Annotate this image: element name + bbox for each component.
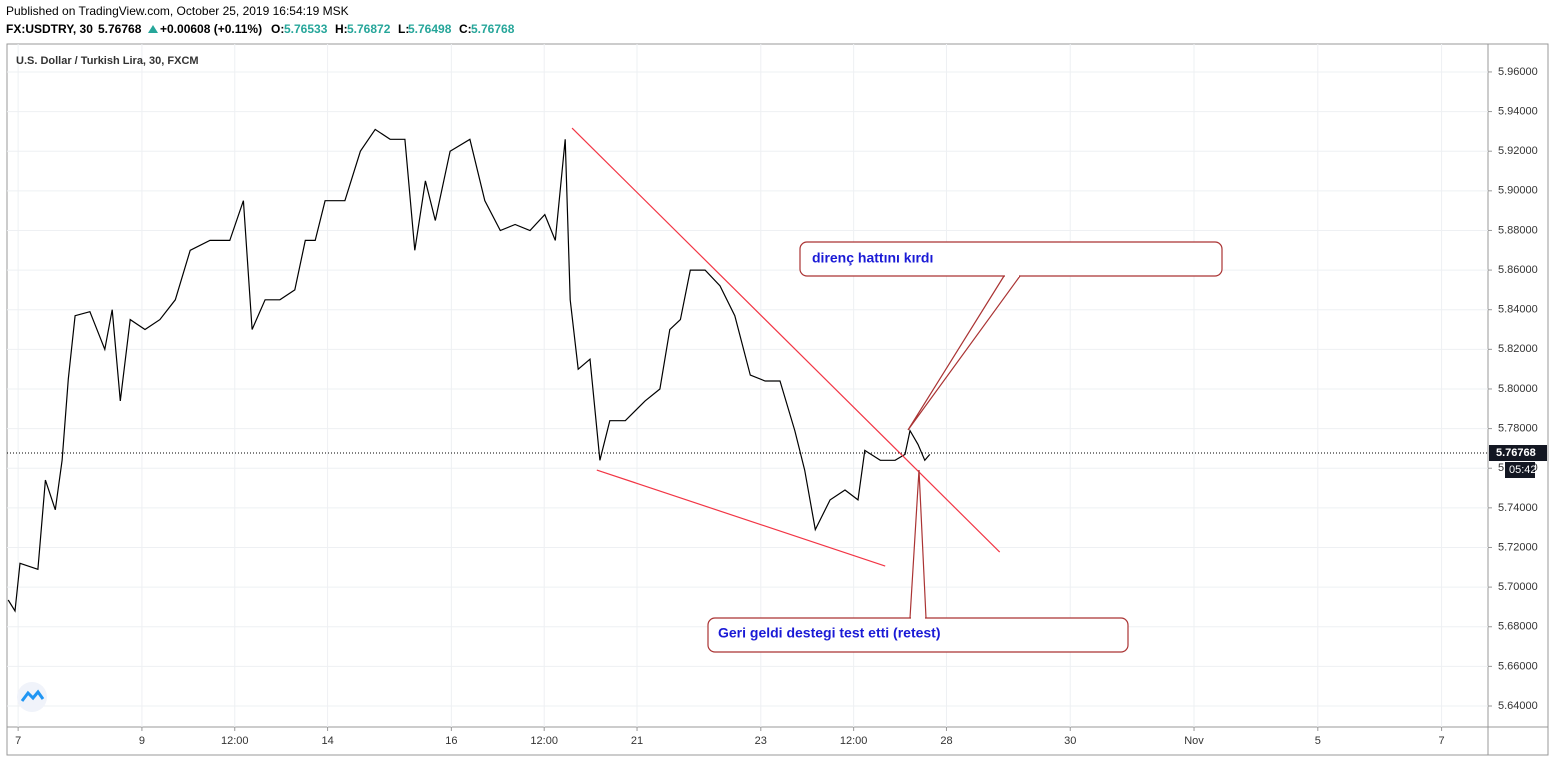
trend-line bbox=[571, 127, 1001, 553]
callout-pointer bbox=[909, 469, 927, 619]
published: Published on TradingView.com, October 25… bbox=[6, 4, 349, 18]
y-tick-label: 5.80000 bbox=[1498, 383, 1538, 395]
y-tick-label: 5.78000 bbox=[1498, 423, 1538, 435]
countdown-tag bbox=[1505, 462, 1535, 479]
y-tick-label: 5.68000 bbox=[1498, 621, 1538, 633]
y-tick-label: 5.66000 bbox=[1498, 660, 1538, 672]
countdown: 05:42 bbox=[1509, 464, 1537, 476]
y-tick-label: 5.82000 bbox=[1498, 343, 1538, 355]
x-tick-label: 28 bbox=[940, 735, 952, 747]
grid bbox=[7, 44, 1488, 727]
up-arrow bbox=[148, 25, 158, 33]
x-tick-label: Nov bbox=[1184, 735, 1204, 747]
y-tick-label: 5.84000 bbox=[1498, 304, 1538, 316]
l-label: L: bbox=[398, 22, 409, 36]
frame bbox=[6, 43, 1549, 756]
y-tick-label: 5.88000 bbox=[1498, 224, 1538, 236]
last: 5.76768 bbox=[98, 22, 142, 36]
price-line bbox=[7, 128, 931, 613]
y-tick-label: 5.94000 bbox=[1498, 105, 1538, 117]
last-price-tag bbox=[1489, 445, 1547, 462]
y-tick-label: 5.72000 bbox=[1498, 541, 1538, 553]
x-tick-label: 12:00 bbox=[840, 735, 868, 747]
callout-pointer bbox=[907, 275, 1021, 431]
y-tick-label: 5.90000 bbox=[1498, 185, 1538, 197]
open: 5.76533 bbox=[284, 22, 328, 36]
high: 5.76872 bbox=[347, 22, 391, 36]
x-tick-label: 12:00 bbox=[530, 735, 558, 747]
symbol: FX:USDTRY, 30 bbox=[6, 22, 93, 36]
trend-line bbox=[596, 469, 886, 567]
x-tick-label: 5 bbox=[1315, 735, 1321, 747]
last-price-label: 5.76768 bbox=[1496, 447, 1536, 459]
x-tick-label: 23 bbox=[755, 735, 767, 747]
y-tick-label: 5.74000 bbox=[1498, 502, 1538, 514]
x-tick-label: 7 bbox=[15, 735, 21, 747]
y-tick-label: 5.86000 bbox=[1498, 264, 1538, 276]
y-tick-label: 5.96000 bbox=[1498, 66, 1538, 78]
x-tick-label: 9 bbox=[139, 735, 145, 747]
y-tick-label: 5.64000 bbox=[1498, 700, 1538, 712]
x-tick-label: 30 bbox=[1064, 735, 1076, 747]
ohlc-bar: FX:USDTRY, 30 5.76768 +0.00608 (+0.11%) … bbox=[6, 22, 515, 36]
x-tick-label: 14 bbox=[321, 735, 333, 747]
y-tick-label: 5.70000 bbox=[1498, 581, 1538, 593]
logo-mark bbox=[20, 689, 45, 702]
h-label: H: bbox=[335, 22, 348, 36]
y-tick-label: 5.92000 bbox=[1498, 145, 1538, 157]
x-tick-label: 12:00 bbox=[221, 735, 249, 747]
plot bbox=[7, 127, 1488, 613]
c-label: C: bbox=[459, 22, 472, 36]
annotation: Geri geldi destegi test etti (retest) bbox=[718, 625, 941, 641]
chart-title: U.S. Dollar / Turkish Lira, 30, FXCM bbox=[16, 55, 199, 67]
close: 5.76768 bbox=[471, 22, 515, 36]
x-tick-label: 21 bbox=[631, 735, 643, 747]
o-label: O: bbox=[271, 22, 284, 36]
low: 5.76498 bbox=[408, 22, 452, 36]
x-tick-label: 16 bbox=[445, 735, 457, 747]
x-tick-label: 7 bbox=[1439, 735, 1445, 747]
annotation: direnç hattını kırdı bbox=[812, 250, 933, 266]
change: +0.00608 (+0.11%) bbox=[160, 22, 262, 36]
